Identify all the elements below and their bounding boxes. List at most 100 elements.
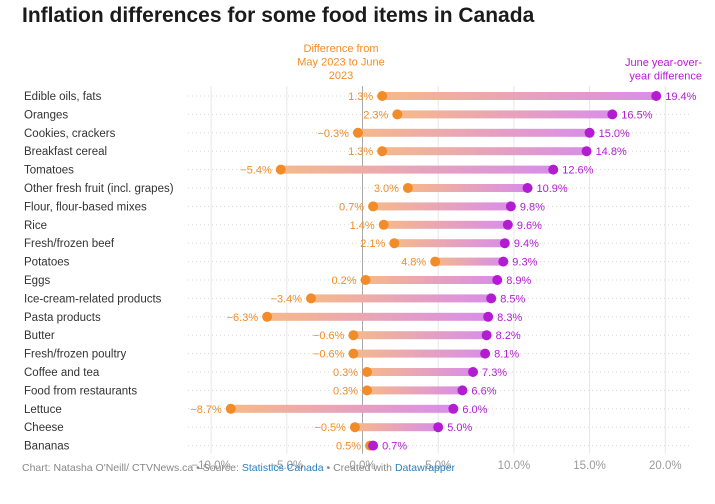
end-value-label: 8.2% [496, 330, 521, 342]
annotation-line: May 2023 to June [297, 57, 384, 69]
end-value-label: 8.5% [500, 293, 525, 305]
x-tick-label: 15.0% [573, 460, 606, 472]
start-value-label: −0.6% [313, 330, 345, 342]
end-value-label: 6.6% [471, 385, 496, 397]
end-value-label: 14.8% [596, 146, 627, 158]
row-label: Fresh/frozen poultry [24, 349, 127, 361]
row-label: Potatoes [24, 257, 70, 269]
start-dot [362, 385, 373, 396]
start-dot [352, 127, 363, 138]
annotation-difference: Difference from May 2023 to June 2023 [297, 43, 384, 82]
end-value-label: 12.6% [562, 165, 593, 177]
start-value-label: 3.0% [374, 183, 399, 195]
connector-bar [382, 92, 657, 100]
end-value-label: 0.7% [382, 441, 407, 453]
source-link[interactable]: Statistics Canada [241, 462, 324, 474]
end-dot [483, 311, 494, 322]
connector-bar [311, 294, 492, 303]
x-tick-label: 5.0% [425, 460, 451, 472]
end-dot [584, 127, 595, 138]
end-dot [499, 238, 510, 249]
end-value-label: 19.4% [665, 91, 696, 103]
end-value-label: 9.8% [520, 201, 545, 213]
end-dot [481, 330, 492, 341]
connector-bar [407, 184, 528, 192]
connector-bar [353, 349, 486, 358]
connector-bar [397, 110, 613, 119]
datawrapper-link[interactable]: Datawrapper [394, 462, 456, 474]
start-value-label: 2.1% [360, 238, 385, 250]
end-dot [468, 367, 479, 377]
annotation-line: June year-over- [625, 57, 702, 69]
end-dot [522, 183, 533, 193]
connector-bar [367, 386, 463, 395]
start-value-label: −3.4% [271, 293, 303, 305]
row-label: Rice [24, 220, 47, 232]
start-dot [349, 422, 360, 433]
row-label: Pasta products [24, 312, 101, 324]
row-label: Other fresh fruit (incl. grapes) [24, 183, 174, 195]
start-value-label: 4.8% [401, 257, 426, 269]
start-value-label: 1.3% [348, 146, 373, 158]
start-value-label: 1.4% [350, 220, 375, 232]
start-dot [402, 183, 413, 193]
end-dot [502, 219, 513, 230]
x-tick-label: 0.0% [349, 460, 375, 472]
end-value-label: 8.9% [506, 275, 531, 287]
connector-bars [230, 92, 657, 450]
row-label: Edible oils, fats [24, 91, 102, 103]
row-label: Food from restaurants [24, 385, 137, 397]
annotation-line: Difference from [304, 43, 379, 55]
row-label: Cheese [24, 422, 64, 434]
start-value-label: 1.3% [348, 91, 373, 103]
connector-bar [365, 276, 498, 284]
start-dot [377, 146, 388, 157]
start-value-label: 0.3% [333, 367, 358, 379]
end-dot [505, 201, 516, 212]
connector-bar [280, 165, 554, 174]
row-label: Cookies, crackers [24, 128, 116, 140]
chart-title: Inflation differences for some food item… [22, 4, 535, 27]
start-dot [362, 367, 373, 377]
end-value-label: 9.4% [514, 238, 539, 250]
start-dot [348, 330, 359, 341]
connector-bar [435, 257, 504, 266]
row-label: Ice-cream-related products [24, 293, 162, 305]
connector-bar [354, 423, 439, 432]
connector-bar [383, 220, 508, 229]
row-label: Eggs [24, 275, 50, 287]
start-dot [378, 219, 389, 230]
end-value-label: 5.0% [447, 422, 472, 434]
x-tick-label: 10.0% [498, 460, 531, 472]
end-value-label: 10.9% [537, 183, 568, 195]
end-value-label: 7.3% [482, 367, 507, 379]
start-value-label: −0.3% [317, 128, 349, 140]
end-value-label: 9.3% [512, 257, 537, 269]
x-tick-label: −5.0% [270, 460, 303, 472]
row-label: Oranges [24, 109, 68, 121]
row-label: Butter [24, 330, 55, 342]
connector-bar [353, 331, 487, 340]
end-dot [607, 109, 618, 120]
connector-bar [267, 312, 489, 321]
row-label: Fresh/frozen beef [24, 238, 115, 250]
row-label: Breakfast cereal [24, 146, 107, 158]
row-label: Lettuce [24, 404, 62, 416]
start-dot [360, 275, 371, 285]
start-dot [368, 201, 379, 212]
start-dot [392, 109, 403, 120]
end-dot [581, 146, 592, 157]
start-value-label: 2.3% [363, 109, 388, 121]
connector-bar [357, 128, 590, 137]
row-label: Tomatoes [24, 165, 74, 177]
start-value-label: −0.6% [313, 349, 345, 361]
value-labels: 1.3% 19.4% 2.3% 16.5% −0.3% 15.0% 1.3% 14.8% −5.… [190, 91, 696, 453]
connector-bar [230, 404, 454, 413]
x-tick-label: 20.0% [649, 460, 682, 472]
data-dots [225, 91, 662, 451]
footer-credit: Chart: Natasha O'Neill/ CTVNews.ca • Sou… [22, 462, 242, 474]
end-dot [433, 422, 444, 433]
end-dot [486, 293, 497, 304]
row-label: Bananas [24, 441, 70, 453]
